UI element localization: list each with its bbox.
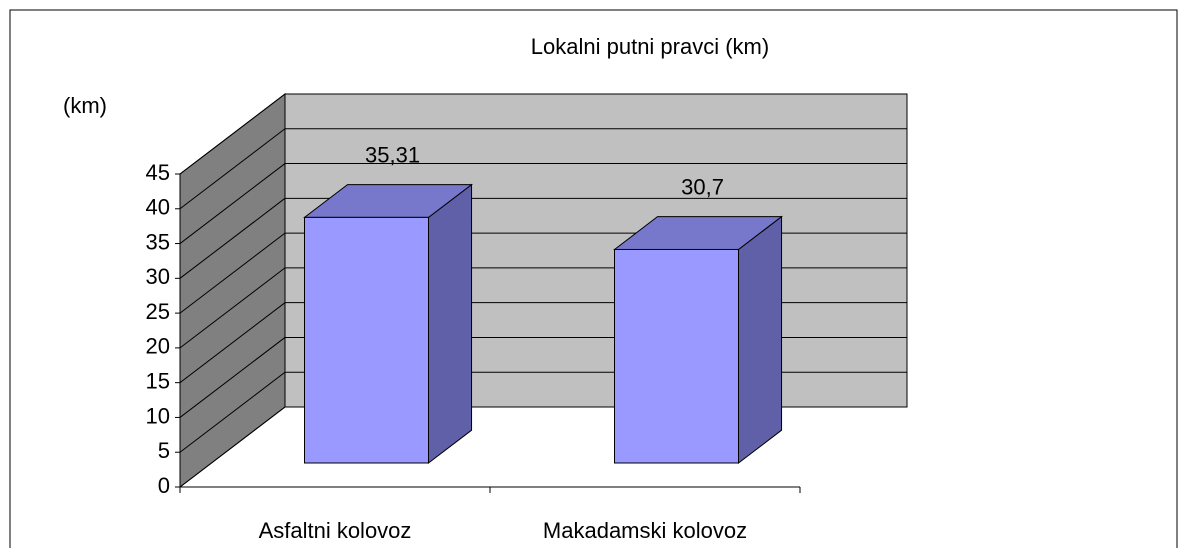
bar-side (738, 215, 783, 465)
x-tick-label: Asfaltni kolovoz (259, 518, 412, 543)
x-tick-label: Makadamski kolovoz (543, 518, 747, 543)
data-label: 35,31 (365, 142, 420, 167)
y-tick-label: 35 (146, 229, 170, 254)
grid-line (179, 93, 286, 175)
grid-line (179, 128, 286, 210)
y-axis-label: (km) (63, 93, 107, 118)
grid-line (179, 232, 286, 314)
grid-line (179, 163, 286, 244)
bar (304, 216, 429, 464)
y-tick-label: 20 (146, 334, 170, 359)
y-tick-label: 45 (146, 160, 170, 185)
y-tick-label: 25 (146, 299, 170, 324)
y-tick-label: 40 (146, 195, 170, 220)
y-tick-label: 10 (146, 403, 170, 428)
grid-line (179, 406, 286, 488)
y-tick-label: 0 (158, 473, 170, 498)
chart-title: Lokalni putni pravci (km) (531, 34, 769, 59)
y-tick-label: 30 (146, 264, 170, 289)
grid-line (179, 267, 286, 349)
grid-line (179, 337, 286, 418)
bar (614, 248, 739, 464)
grid-line (179, 197, 286, 279)
y-tick-label: 5 (158, 438, 170, 463)
grid-line (179, 371, 286, 453)
bar-side (428, 183, 473, 465)
y-tick-label: 15 (146, 368, 170, 393)
grid-line (179, 302, 286, 384)
data-label: 30,7 (681, 174, 724, 199)
